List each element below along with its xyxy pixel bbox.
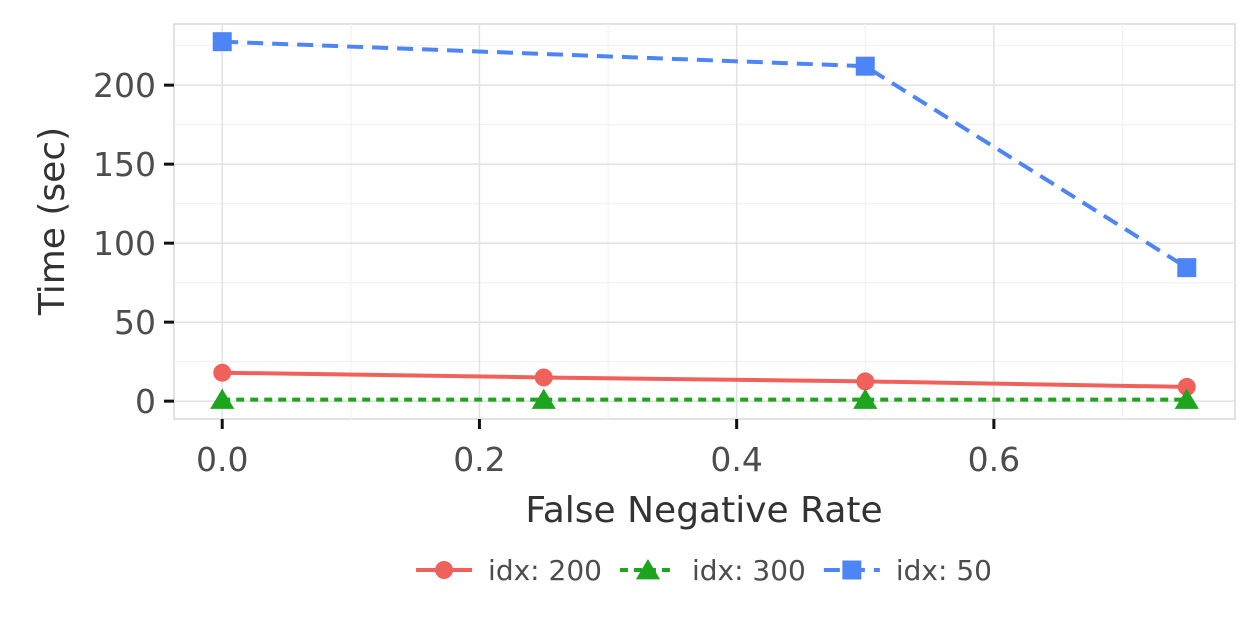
data-point (213, 363, 232, 382)
plot-panel (173, 23, 1236, 420)
legend-label: idx: 300 (692, 554, 806, 587)
series-points (210, 32, 1199, 409)
data-point (1177, 258, 1197, 278)
legend-label: idx: 200 (488, 554, 602, 587)
x-tick-label: 0.0 (196, 440, 248, 479)
data-point (212, 32, 232, 52)
data-point (853, 388, 878, 409)
x-tick-label: 0.2 (453, 440, 505, 479)
data-point (210, 388, 235, 409)
data-point (531, 388, 556, 409)
legend: idx: 200 idx: 300 idx: 50 (416, 554, 992, 587)
minor-gridlines (174, 24, 1235, 419)
legend-key-marker (635, 559, 661, 580)
y-tick-label: 200 (93, 66, 156, 105)
y-tick-label: 100 (93, 224, 156, 263)
legend-key-marker (435, 561, 454, 579)
series-line (222, 370, 1187, 389)
x-tick-label: 0.4 (710, 440, 762, 479)
y-tick-label: 50 (114, 303, 156, 342)
x-tick-labels: 0.0 0.2 0.4 0.6 (196, 440, 1020, 479)
data-point (856, 372, 875, 391)
data-point (534, 368, 553, 387)
x-tick-label: 0.6 (968, 440, 1020, 479)
series-line (222, 39, 1188, 270)
data-point (855, 56, 875, 76)
data-point (1177, 377, 1196, 396)
legend-key-marker (842, 560, 862, 580)
axis-ticks (164, 83, 996, 429)
legend-label: idx: 50 (896, 554, 992, 587)
x-axis-title: False Negative Rate (525, 490, 882, 531)
y-tick-labels: 0 50 100 150 200 (93, 66, 156, 421)
y-axis-title: Time (sec) (32, 127, 73, 316)
series-lines (222, 39, 1188, 402)
y-tick-label: 0 (135, 382, 156, 421)
y-tick-label: 150 (93, 145, 156, 184)
data-point (1174, 388, 1199, 409)
